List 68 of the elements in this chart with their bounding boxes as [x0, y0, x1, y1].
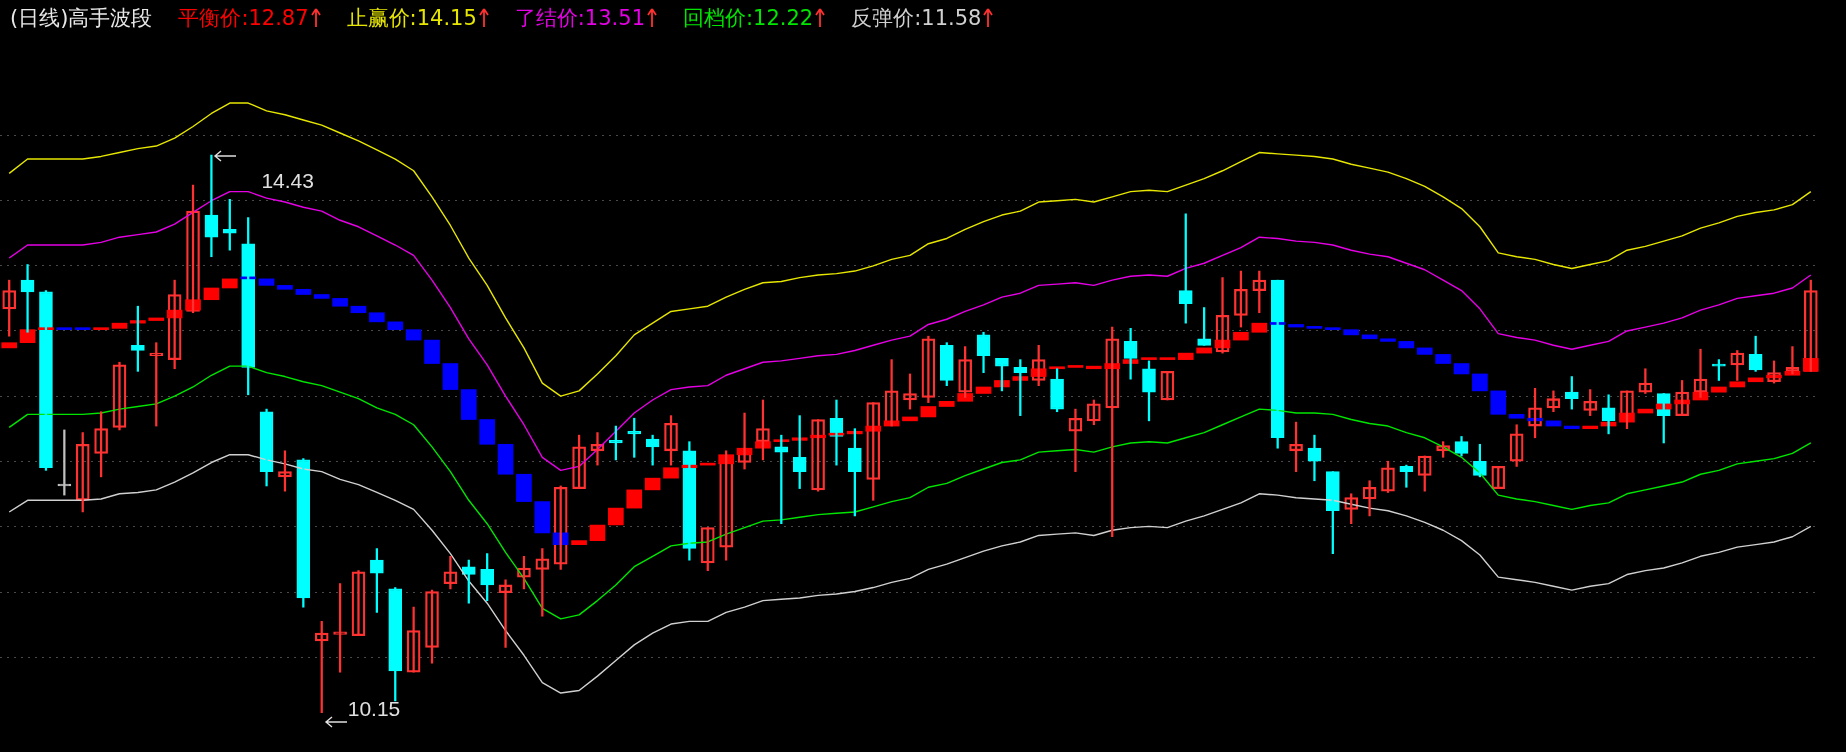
bar — [56, 327, 73, 330]
annotation: 10.15 — [347, 696, 401, 721]
bar — [1490, 390, 1507, 415]
bar — [1453, 363, 1470, 375]
annotation: 14.43 — [261, 169, 314, 194]
bar — [111, 322, 128, 329]
bar — [938, 400, 955, 407]
bar — [479, 419, 495, 445]
bar — [387, 321, 404, 330]
bar — [516, 473, 532, 502]
bar — [221, 278, 238, 289]
bar — [1711, 386, 1727, 393]
bar — [74, 327, 91, 330]
bar — [460, 389, 477, 420]
bar — [571, 540, 587, 545]
bar — [534, 501, 551, 534]
bar — [332, 298, 348, 307]
bar — [1251, 322, 1268, 333]
bar — [975, 386, 992, 394]
bar — [1729, 381, 1746, 388]
bar — [1563, 425, 1580, 429]
bar — [1141, 357, 1157, 360]
bar — [608, 507, 624, 526]
text: 反弹价:11.58 — [851, 5, 982, 32]
candlestick — [1160, 371, 1175, 401]
bar — [1067, 365, 1084, 368]
text: 了结价:13.51 — [514, 5, 645, 32]
bar — [369, 312, 385, 323]
text: 回档价:12.22 — [683, 5, 814, 32]
bar — [1306, 326, 1323, 329]
bar — [203, 287, 220, 301]
bar — [350, 305, 367, 314]
bar — [19, 329, 36, 344]
bar — [1435, 354, 1451, 364]
text: 平衡价:12.87 — [178, 5, 309, 32]
bar — [920, 406, 937, 418]
bar — [277, 285, 293, 290]
bar — [1049, 366, 1065, 370]
bar — [644, 477, 661, 491]
text: 止赢价:14.15 — [346, 5, 477, 32]
bar — [1343, 329, 1360, 336]
bar — [442, 363, 459, 390]
bar — [1508, 414, 1525, 419]
bar — [1233, 331, 1249, 341]
bar — [1288, 324, 1304, 328]
bar — [1398, 341, 1415, 349]
bar — [626, 489, 643, 509]
bar — [1325, 327, 1341, 330]
bar — [295, 288, 312, 295]
bar — [1380, 338, 1396, 342]
bar — [148, 317, 165, 321]
bar — [93, 327, 109, 330]
bar — [405, 329, 422, 341]
bar — [258, 278, 275, 286]
bar — [313, 294, 330, 299]
bar — [1, 342, 18, 349]
bar — [1177, 352, 1194, 360]
bar — [663, 467, 679, 479]
bar — [957, 393, 973, 402]
bar — [589, 524, 606, 541]
bar — [1582, 425, 1599, 429]
bar — [1086, 365, 1102, 370]
bar — [497, 443, 514, 475]
chart-title: (日线)高手波段 — [10, 5, 153, 32]
bar — [1472, 373, 1488, 392]
bar — [1159, 357, 1176, 360]
bar — [424, 339, 440, 364]
bar — [1416, 347, 1433, 355]
